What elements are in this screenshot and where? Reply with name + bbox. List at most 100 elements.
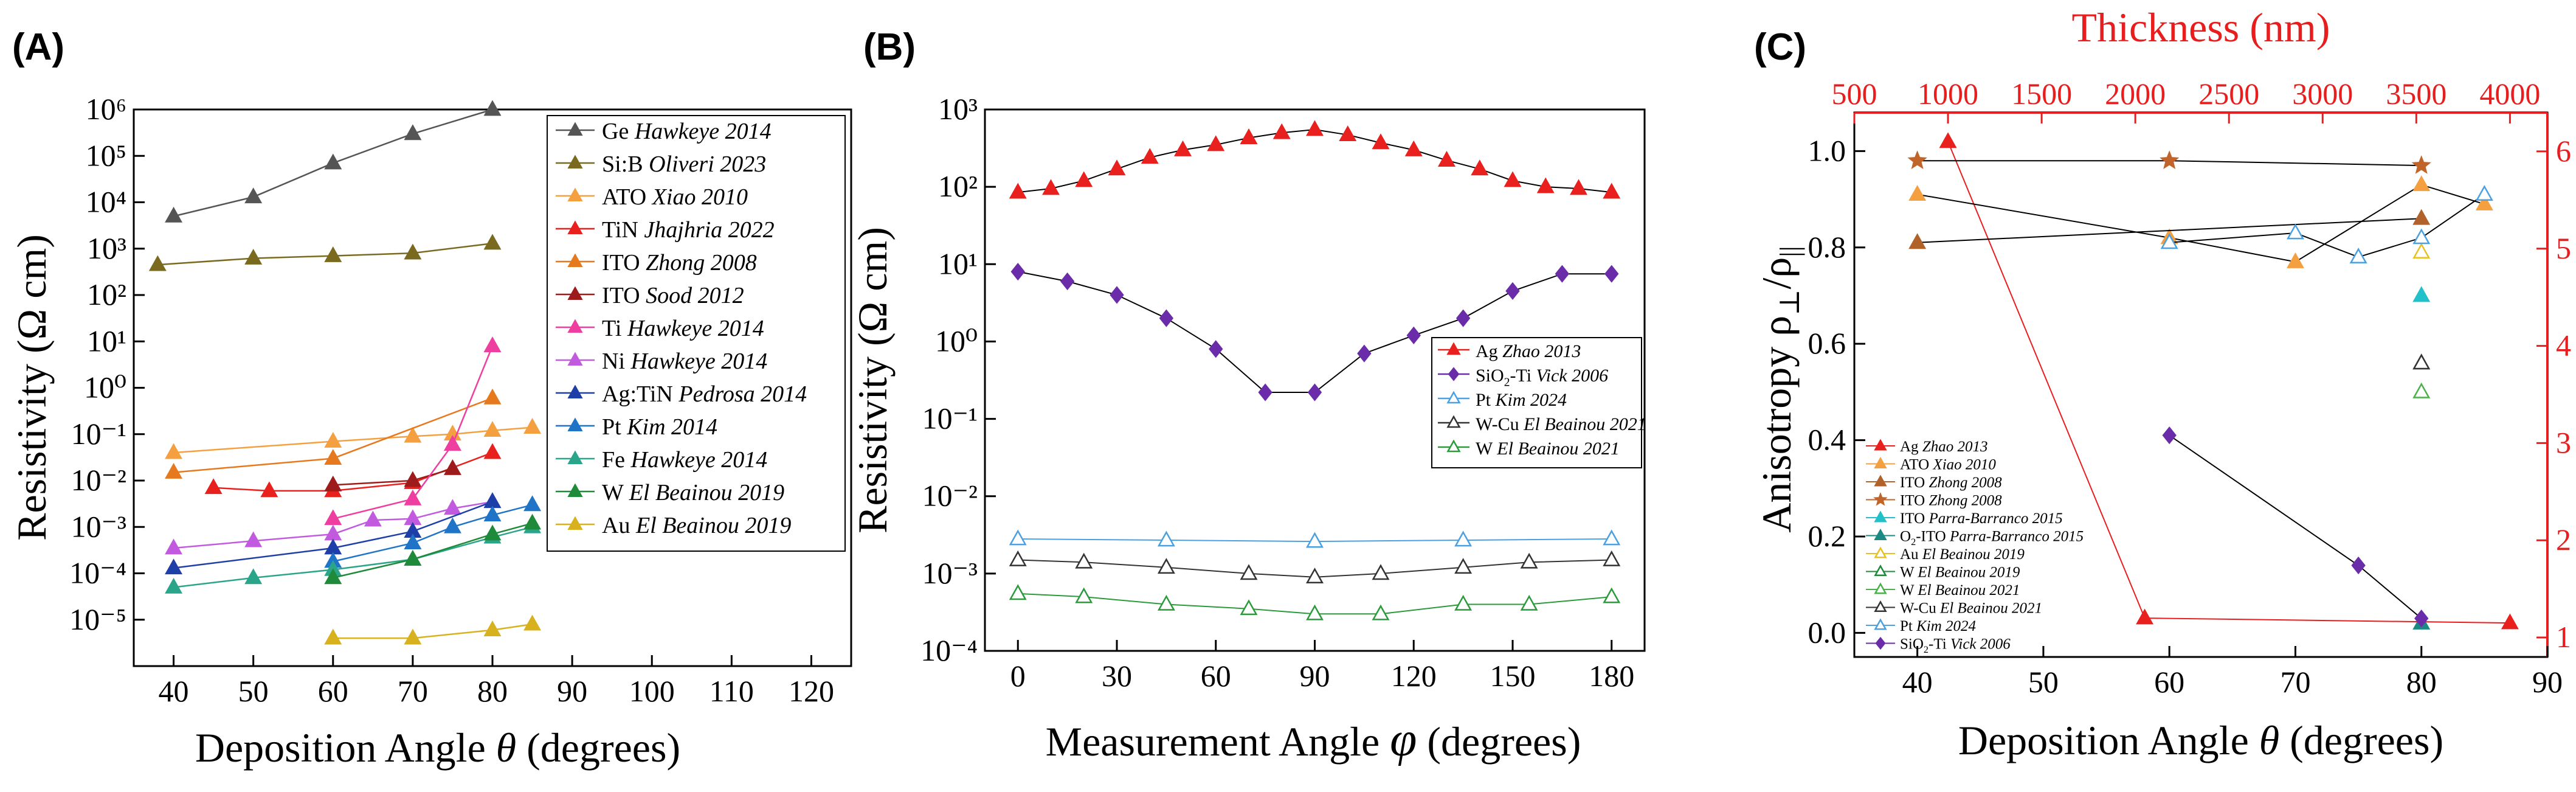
x-tick-label: 60 (318, 674, 348, 708)
data-point-ito-5 (404, 471, 422, 487)
y-tick-label: 10⁻¹ (71, 417, 126, 451)
data-point-ag-0 (2501, 613, 2519, 630)
x-tick-label: 120 (1391, 659, 1437, 693)
legend-marker (567, 516, 583, 530)
data-point-w-cu-3 (1157, 558, 1175, 574)
legend-label: TiN Jhajhria 2022 (602, 217, 775, 243)
x2-tick-label: 2500 (2198, 77, 2259, 111)
data-point-w-4 (1372, 604, 1390, 620)
data-point-ag-0 (1108, 159, 1126, 176)
legend-marker (1874, 528, 1887, 541)
data-point-ag-0 (1339, 125, 1357, 142)
x-tick-label: 100 (629, 674, 675, 708)
legend-marker (1874, 600, 1887, 613)
y-tick-label: 10⁵ (86, 138, 126, 172)
data-point-tin-3 (483, 443, 502, 459)
data-point-sio2-ti-1 (1455, 309, 1471, 327)
panel-c-ylabel: Anisotropy ρ⊥/ρ|| (1753, 246, 1805, 532)
data-point-w-cu-3 (1075, 552, 1093, 569)
data-point-sio2-ti-1 (1060, 272, 1075, 291)
data-point-sio2-ti-1 (1209, 340, 1223, 358)
x-tick-label: 90 (1300, 659, 1330, 693)
data-point-ato-2 (483, 421, 502, 437)
data-point-sio2-ti-11 (2351, 556, 2366, 575)
data-point-ag-0 (1141, 148, 1159, 164)
x-tick-label: 180 (1589, 659, 1634, 693)
legend-marker (1874, 510, 1887, 523)
y-tick-label: 10⁻³ (71, 509, 126, 543)
data-point-tin-3 (204, 478, 223, 495)
y-tick-label: 10⁻⁴ (920, 633, 978, 667)
data-point-ag-0 (2136, 608, 2154, 625)
data-point-w-11 (324, 568, 342, 585)
data-point-ag-0 (1404, 140, 1423, 156)
x-tick-label: 70 (2280, 665, 2310, 699)
panel-a-letter: (A) (12, 26, 64, 68)
data-point-ge-0 (483, 100, 502, 116)
data-point-ni-7 (165, 538, 183, 555)
data-point-fe-10 (244, 568, 263, 585)
legend-label: Ag:TiN Pedrosa 2014 (602, 381, 807, 407)
data-point-ni-7 (443, 499, 461, 515)
panel-b-letter: (B) (863, 26, 916, 68)
legend-label: Pt Kim 2024 (1900, 618, 1976, 634)
x-tick-label: 80 (477, 674, 508, 708)
y-tick-label: 10¹ (938, 246, 978, 280)
data-point-ag-0 (1603, 182, 1621, 199)
x2-tick-label: 3500 (2386, 77, 2447, 111)
y2-tick-label: 3 (2556, 425, 2571, 459)
data-point-ag-0 (1536, 177, 1555, 193)
series-line-w-11 (333, 522, 533, 579)
legend-marker (1874, 546, 1887, 558)
data-point-ato-2 (324, 431, 342, 448)
x2-tick-label: 1000 (1918, 77, 1978, 111)
data-point-ge-0 (404, 124, 422, 141)
legend-marker (567, 352, 583, 366)
data-point-w-cu-3 (1009, 550, 1027, 566)
panel-b: (B) 0 30 60 90 120 150 180 10⁻⁴ 10⁻³ 10⁻² 10⁻¹ 10⁰ 1… (849, 26, 1646, 766)
data-point-ito-2 (1908, 233, 1927, 249)
legend-label: W-Cu El Beainou 2021 (1900, 600, 2042, 617)
data-point-sio2-ti-11 (2414, 610, 2429, 628)
legend-marker (567, 155, 583, 168)
data-point-pt-10 (2475, 185, 2493, 201)
data-point-sio2-ti-1 (1406, 326, 1421, 344)
data-point-sio2-ti-1 (1010, 263, 1025, 281)
data-point-ato-1 (2286, 252, 2304, 268)
data-point-sio2-ti-1 (1555, 265, 1570, 283)
legend-label: ITO Zhong 2008 (602, 250, 757, 276)
y-tick-label: 0.0 (1808, 615, 1846, 649)
legend-marker (1446, 391, 1461, 404)
legend-marker (1874, 456, 1887, 469)
panel-c-x2label: Thickness (nm) (2072, 4, 2330, 50)
data-point-sio2-ti-1 (1357, 344, 1372, 363)
series-line-ti-6 (333, 346, 494, 520)
y2-tick-label: 5 (2556, 231, 2571, 265)
legend-marker (567, 286, 583, 300)
x-tick-label: 50 (238, 674, 269, 708)
data-point-ag-0 (1570, 179, 1587, 195)
legend-label: SiO2-Ti Vick 2006 (1900, 636, 2011, 655)
y-tick-label: 0.6 (1808, 326, 1846, 360)
data-point-sio2-ti-11 (2162, 426, 2177, 445)
data-point-ag-0 (1042, 179, 1060, 195)
data-point-ag-tin-8 (165, 558, 183, 575)
data-point-ge-0 (165, 206, 183, 223)
data-point-sio2-ti-1 (1258, 383, 1272, 401)
y-tick-label: 10² (87, 277, 126, 311)
data-point-ag-0 (1272, 123, 1291, 139)
y-tick-label: 10⁻³ (922, 556, 978, 590)
y2-tick-label: 4 (2556, 328, 2571, 363)
data-point-ag-0 (1471, 159, 1489, 176)
legend-marker (567, 253, 583, 267)
data-point-au-12 (324, 628, 342, 645)
y-tick-label: 10⁰ (935, 324, 978, 358)
legend-marker (567, 417, 583, 431)
x2-tick-label: 4000 (2479, 77, 2540, 111)
data-point-ag-0 (1372, 133, 1390, 150)
legend-label: ITO Sood 2012 (602, 283, 744, 308)
x-tick-label: 60 (2154, 665, 2184, 699)
x-tick-label: 30 (1102, 659, 1132, 693)
x-tick-label: 0 (1010, 659, 1026, 693)
data-point-sio2-ti-1 (1110, 286, 1124, 304)
